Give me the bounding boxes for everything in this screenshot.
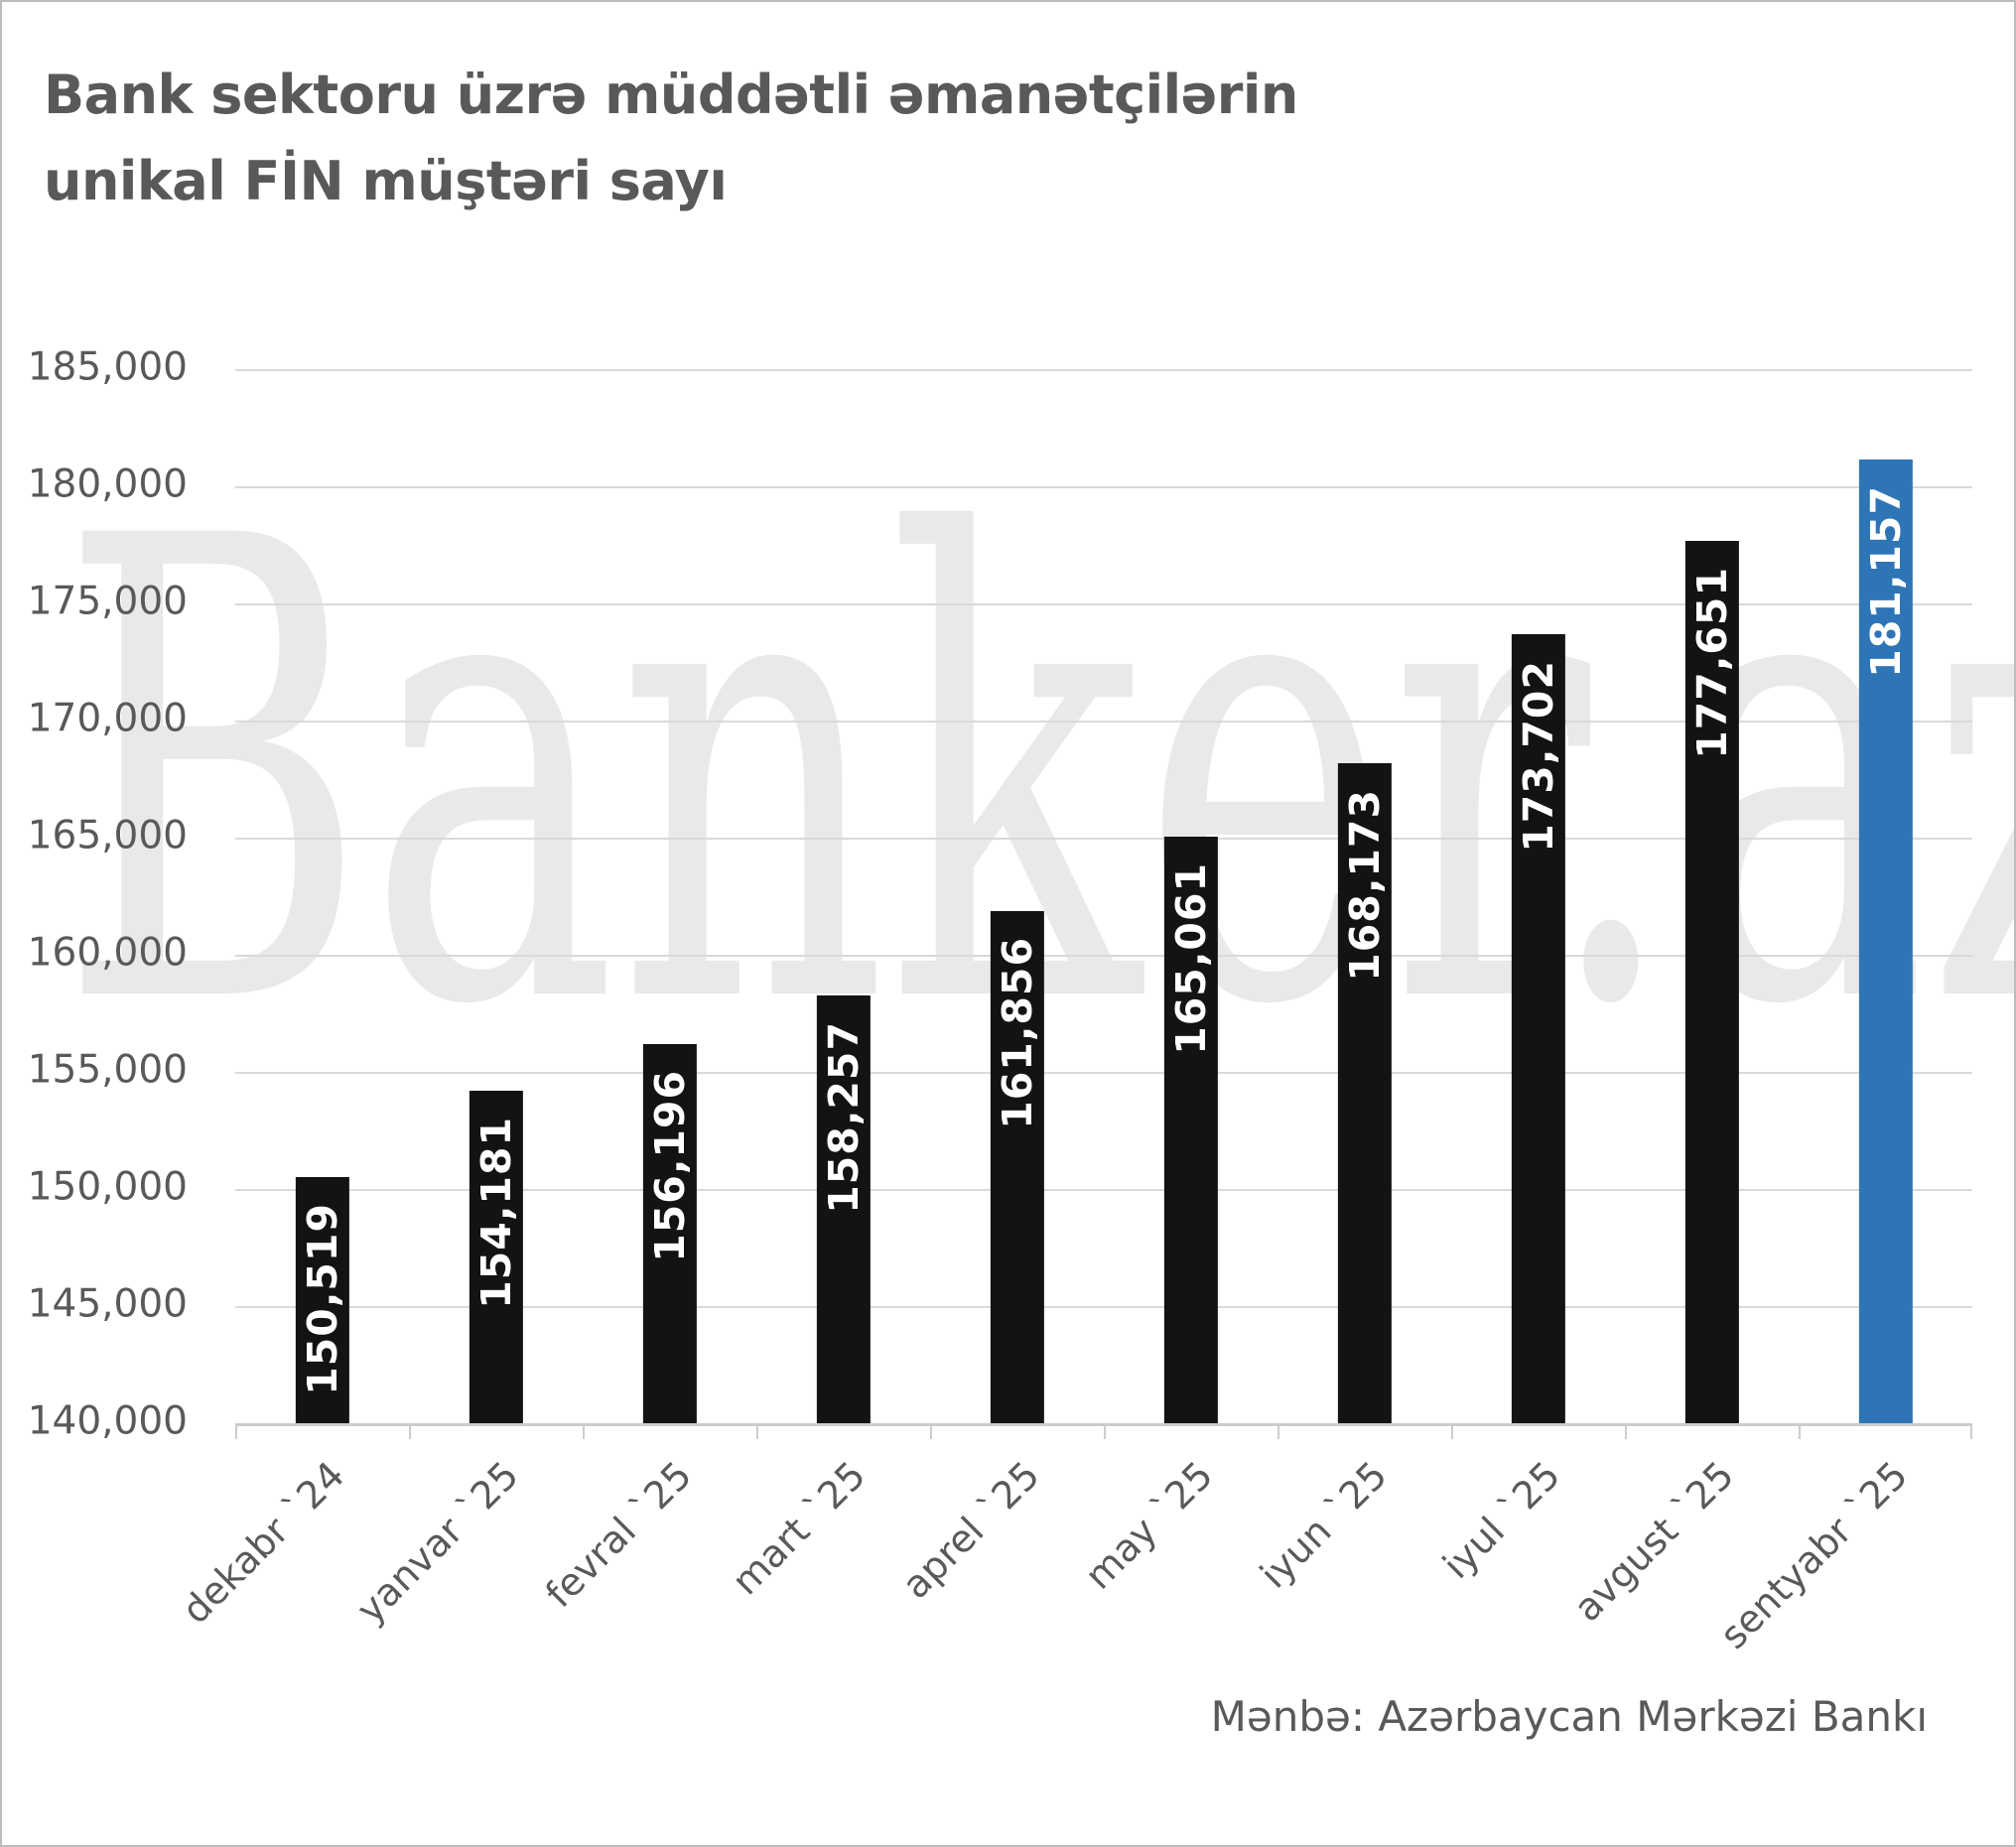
bar-yanvar-25: 154,181: [469, 1091, 523, 1423]
bar-dekabr-24: 150,519: [295, 1176, 349, 1423]
x-tick-label: iyun `25: [1251, 1453, 1396, 1597]
bar-value-label: 156,196: [645, 1069, 694, 1262]
chart-title-line2: unikal FİN müştəri sayı: [44, 150, 728, 213]
x-axis-labels: dekabr `24 yanvar `25 fevral `25 mart `2…: [174, 1423, 1972, 1691]
bar-slot: 168,173: [1277, 369, 1451, 1423]
y-tick-label: 180,000: [27, 462, 188, 507]
bar-slot: 165,061: [1104, 369, 1277, 1423]
x-axis-tick: [1277, 1423, 1279, 1439]
y-tick-label: 145,000: [27, 1281, 188, 1327]
gridline-150000: [235, 1189, 1972, 1191]
bar-slot: 181,157: [1799, 369, 1972, 1423]
bar-avgust-25: 177,651: [1684, 541, 1739, 1423]
bar-value-label: 165,061: [1166, 861, 1215, 1055]
bar-may-25: 165,061: [1163, 836, 1218, 1423]
bar-mart-25: 158,257: [816, 995, 871, 1423]
bar-slot: 154,181: [409, 369, 583, 1423]
y-tick-label: 150,000: [27, 1164, 188, 1210]
chart-title-line1: Bank sektoru üzrə müddətli əmanətçilərin: [44, 64, 1298, 126]
bar-slot: 161,856: [930, 369, 1104, 1423]
gridline-160000: [235, 955, 1972, 957]
plot-area: Banker.az 185,000 180,000 175,000 170,00…: [28, 345, 2014, 1657]
x-axis-tick: [409, 1423, 411, 1439]
x-axis-tick: [235, 1423, 237, 1439]
gridline-175000: [235, 602, 1972, 605]
y-tick-label: 185,000: [27, 344, 188, 390]
gridline-145000: [235, 1306, 1972, 1308]
y-tick-label: 175,000: [27, 579, 188, 624]
x-tick-label: dekabr `24: [174, 1453, 353, 1633]
x-axis-tick: [583, 1423, 585, 1439]
bar-value-label: 161,856: [993, 937, 1041, 1129]
bar-slot: 150,519: [235, 369, 409, 1423]
source-note: Mənbə: Azərbaycan Mərkəzi Bankı: [1210, 1692, 1928, 1741]
gridline-180000: [235, 485, 1972, 488]
gridline-185000: [235, 369, 1972, 371]
bar-slot: 156,196: [583, 369, 756, 1423]
bar-value-label: 181,157: [1861, 484, 1910, 678]
x-tick-label: may `25: [1076, 1453, 1222, 1598]
x-axis-tick: [1104, 1423, 1106, 1439]
bar-fevral-25: 156,196: [642, 1043, 697, 1423]
chart-title: Bank sektoru üzrə müddətli əmanətçilərin…: [44, 52, 1533, 225]
y-tick-label: 165,000: [27, 813, 188, 858]
bar-value-label: 177,651: [1687, 567, 1736, 760]
bar-value-label: 150,519: [298, 1202, 346, 1395]
bar-aprel-25: 161,856: [990, 911, 1044, 1423]
x-axis-tick: [1625, 1423, 1627, 1439]
gridline-170000: [235, 720, 1972, 723]
x-axis-tick: [756, 1423, 758, 1439]
gridline-165000: [235, 837, 1972, 840]
bar-slot: 173,702: [1451, 369, 1625, 1423]
bar-value-label: 168,173: [1340, 789, 1389, 982]
x-tick-label: sentyabr `25: [1711, 1453, 1917, 1657]
gridline-155000: [235, 1072, 1972, 1074]
bar-value-label: 173,702: [1514, 659, 1562, 853]
y-tick-label: 140,000: [27, 1398, 188, 1444]
x-tick-label: yanvar `25: [347, 1453, 527, 1633]
y-tick-label: 170,000: [27, 696, 188, 741]
x-axis-tick: [1970, 1423, 1972, 1439]
x-tick-label: mart `25: [724, 1453, 874, 1604]
bar-value-label: 154,181: [471, 1117, 520, 1310]
bar-slot: 158,257: [756, 369, 930, 1423]
bar-value-label: 158,257: [819, 1021, 868, 1214]
x-axis-tick: [930, 1423, 932, 1439]
bar-slot: 177,651: [1625, 369, 1799, 1423]
y-tick-label: 155,000: [27, 1047, 188, 1093]
bar-iyun-25: 168,173: [1337, 763, 1392, 1423]
bars-container: 150,519 154,181 156,196 158,257: [235, 369, 1972, 1423]
x-tick-label: avgust `25: [1565, 1453, 1743, 1631]
x-axis-tick: [1799, 1423, 1801, 1439]
bar-iyul-25: 173,702: [1511, 633, 1565, 1423]
x-tick-label: iyul `25: [1434, 1453, 1569, 1588]
x-tick-label: fevral `25: [537, 1453, 701, 1617]
y-tick-label: 160,000: [27, 930, 188, 976]
x-axis-tick: [1451, 1423, 1453, 1439]
x-tick-label: aprel `25: [893, 1453, 1048, 1608]
bar-sentyabr-25-highlight: 181,157: [1858, 459, 1913, 1423]
